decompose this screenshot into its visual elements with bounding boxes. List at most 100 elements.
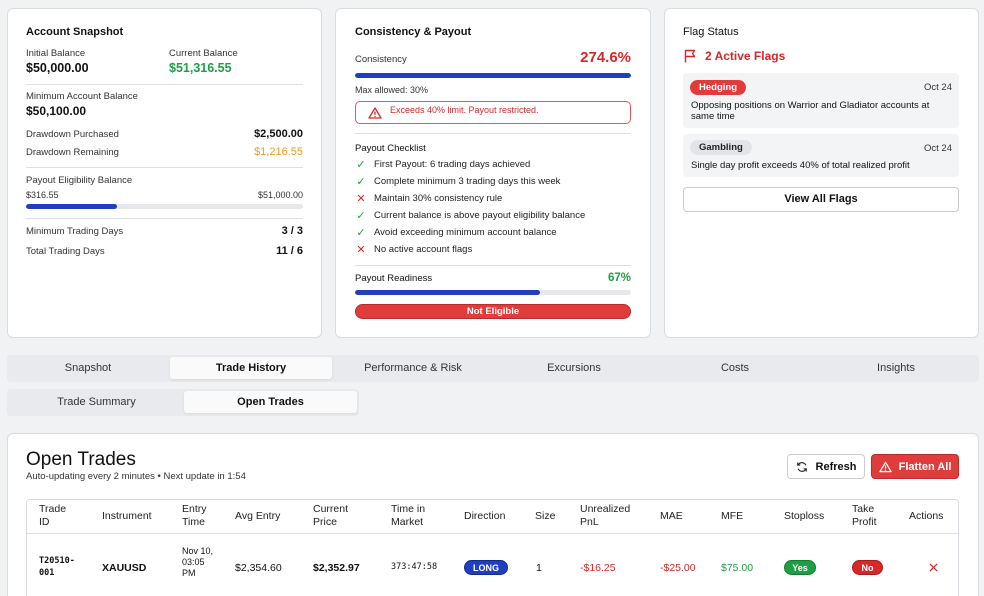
flatten-all-button[interactable]: Flatten All bbox=[871, 454, 959, 479]
checklist-title: Payout Checklist bbox=[355, 143, 426, 154]
checklist-item: ✓ Complete minimum 3 trading days this we… bbox=[355, 175, 560, 188]
readiness-progress-fill bbox=[355, 290, 540, 295]
consistency-warning: Exceeds 40% limit. Payout restricted. bbox=[355, 101, 631, 124]
flag-badge-gambling: Gambling bbox=[690, 140, 752, 155]
col-mfe[interactable]: MFE bbox=[721, 510, 744, 522]
mae-cell: -$25.00 bbox=[660, 562, 696, 574]
check-icon: ✓ bbox=[356, 227, 366, 239]
checklist-item: ✓ Current balance is above payout eligibi… bbox=[355, 209, 585, 222]
col-take-profit[interactable]: Take Profit bbox=[852, 503, 877, 528]
eligibility-current: $316.55 bbox=[26, 190, 59, 200]
col-avg-entry[interactable]: Avg Entry bbox=[235, 510, 281, 522]
checklist-item-label: Avoid exceeding minimum account balance bbox=[374, 227, 557, 238]
min-days-label: Minimum Trading Days bbox=[26, 226, 124, 237]
flag-status-title: Flag Status bbox=[683, 26, 739, 38]
open-trades-title: Open Trades bbox=[26, 449, 136, 470]
flag-date: Oct 24 bbox=[924, 143, 952, 154]
divider bbox=[26, 218, 303, 219]
col-trade-id[interactable]: Trade ID bbox=[39, 503, 67, 528]
table-header-divider bbox=[27, 533, 958, 534]
time-in-market-cell: 373:47:58 bbox=[391, 562, 438, 572]
consistency-payout-title: Consistency & Payout bbox=[355, 26, 472, 38]
flag-item[interactable]: Hedging Oct 24 Opposing positions on War… bbox=[683, 73, 959, 128]
current-price-cell: $2,352.97 bbox=[313, 562, 360, 574]
take-profit-badge: No bbox=[852, 560, 883, 575]
consistency-progress-fill bbox=[355, 73, 631, 78]
tab-trade-history[interactable]: Trade History bbox=[170, 357, 332, 379]
col-current-price[interactable]: Current Price bbox=[313, 503, 349, 528]
consistency-label: Consistency bbox=[355, 54, 407, 65]
check-icon: ✓ bbox=[356, 159, 366, 171]
flag-description: Opposing positions on Warrior and Gladia… bbox=[691, 100, 930, 122]
checklist-item-label: Complete minimum 3 trading days this wee… bbox=[374, 176, 561, 187]
check-icon: ✓ bbox=[356, 176, 366, 188]
unrealized-pnl-cell: -$16.25 bbox=[580, 562, 616, 574]
eligibility-progress-bar bbox=[26, 204, 303, 209]
tab-insights[interactable]: Insights bbox=[877, 362, 915, 374]
close-trade-icon[interactable] bbox=[929, 563, 938, 572]
initial-balance-label: Initial Balance bbox=[26, 48, 86, 59]
col-actions[interactable]: Actions bbox=[909, 510, 944, 522]
col-entry-time[interactable]: Entry Time bbox=[182, 503, 207, 528]
readiness-value: 67% bbox=[607, 272, 631, 284]
active-flags-count: 2 Active Flags bbox=[705, 49, 786, 63]
consistency-payout-card bbox=[335, 8, 651, 338]
readiness-label: Payout Readiness bbox=[355, 273, 433, 284]
flag-description: Single day profit exceeds 40% of total r… bbox=[691, 160, 910, 171]
col-size[interactable]: Size bbox=[535, 510, 556, 522]
tab-excursions[interactable]: Excursions bbox=[547, 362, 601, 374]
trade-id-cell: T20510-001 bbox=[39, 556, 75, 578]
col-unrealized-pnl[interactable]: Unrealized PnL bbox=[580, 503, 631, 528]
checklist-item: ✕ No active account flags bbox=[355, 243, 472, 256]
flatten-label: Flatten All bbox=[898, 460, 952, 473]
checklist-item-label: Maintain 30% consistency rule bbox=[374, 193, 503, 204]
drawdown-purchased-label: Drawdown Purchased bbox=[26, 129, 119, 140]
flag-badge-hedging: Hedging bbox=[690, 80, 746, 95]
checklist-item-label: First Payout: 6 trading days achieved bbox=[374, 159, 531, 170]
col-stoploss[interactable]: Stoploss bbox=[784, 510, 825, 522]
consistency-progress-bar bbox=[355, 73, 631, 78]
checklist-item: ✓ First Payout: 6 trading days achieved bbox=[355, 158, 530, 171]
entry-time-cell: Nov 10, 03:05 PM bbox=[182, 546, 214, 578]
readiness-progress-bar bbox=[355, 290, 631, 295]
eligibility-label: Payout Eligibility Balance bbox=[26, 175, 133, 186]
tab-performance-risk[interactable]: Performance & Risk bbox=[364, 362, 462, 374]
drawdown-purchased-value: $2,500.00 bbox=[254, 128, 303, 140]
refresh-icon bbox=[796, 461, 807, 472]
sub-tabs: Trade Summary Open Trades bbox=[7, 389, 359, 416]
max-allowed-text: Max allowed: 30% bbox=[355, 85, 429, 95]
col-time-in-market[interactable]: Time in Market bbox=[391, 503, 426, 528]
current-balance-label: Current Balance bbox=[169, 48, 238, 59]
check-icon: ✓ bbox=[356, 210, 366, 222]
open-trades-subtitle: Auto-updating every 2 minutes • Next upd… bbox=[26, 471, 246, 482]
cross-icon: ✕ bbox=[356, 193, 366, 205]
col-direction[interactable]: Direction bbox=[464, 510, 506, 522]
initial-balance-value: $50,000.00 bbox=[26, 61, 89, 75]
min-days-value: 3 / 3 bbox=[281, 225, 303, 237]
eligibility-target: $51,000.00 bbox=[257, 190, 303, 200]
flag-item[interactable]: Gambling Oct 24 Single day profit exceed… bbox=[683, 134, 959, 177]
col-instrument[interactable]: Instrument bbox=[102, 510, 152, 522]
subtab-open-trades[interactable]: Open Trades bbox=[184, 391, 357, 413]
divider bbox=[26, 84, 303, 85]
warning-icon bbox=[368, 106, 382, 119]
flag-icon bbox=[684, 49, 696, 63]
view-all-flags-button[interactable]: View All Flags bbox=[683, 187, 959, 212]
refresh-label: Refresh bbox=[815, 460, 857, 473]
eligibility-progress-fill bbox=[26, 204, 118, 209]
checklist-item-label: No active account flags bbox=[374, 244, 473, 255]
main-tabs: Snapshot Trade History Performance & Ris… bbox=[7, 355, 979, 382]
checklist-item-label: Current balance is above payout eligibil… bbox=[374, 210, 586, 221]
tab-snapshot[interactable]: Snapshot bbox=[64, 362, 112, 374]
refresh-button[interactable]: Refresh bbox=[787, 454, 865, 479]
total-days-label: Total Trading Days bbox=[26, 246, 105, 257]
tab-costs[interactable]: Costs bbox=[720, 362, 750, 374]
size-cell: 1 bbox=[536, 562, 542, 574]
col-mae[interactable]: MAE bbox=[660, 510, 683, 522]
account-snapshot-title: Account Snapshot bbox=[26, 26, 124, 38]
cross-icon: ✕ bbox=[356, 244, 366, 256]
divider bbox=[355, 265, 631, 266]
flag-date: Oct 24 bbox=[924, 82, 952, 93]
divider bbox=[26, 167, 303, 168]
subtab-trade-summary[interactable]: Trade Summary bbox=[57, 396, 136, 408]
